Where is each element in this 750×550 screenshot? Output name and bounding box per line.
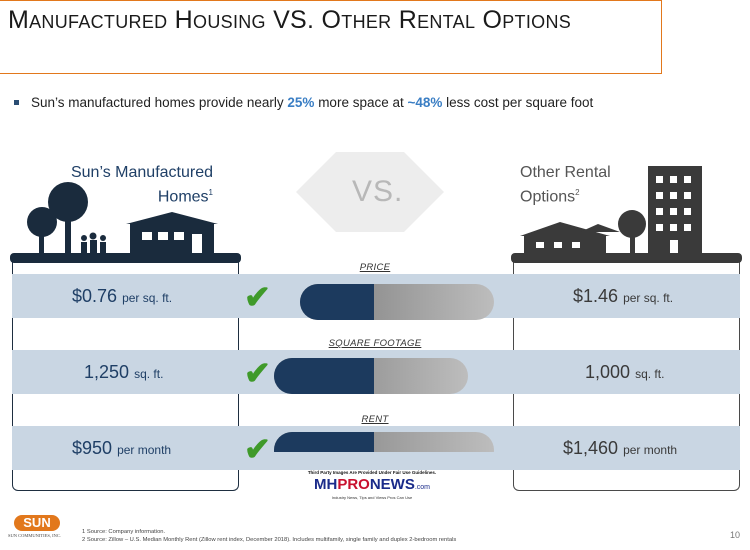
comparison-pills <box>274 284 494 452</box>
rent-comparison-pill <box>274 432 494 452</box>
footnote-1: 1 Source: Company information. <box>82 529 166 535</box>
mhpronews-watermark: Third Party Images Are Provided Under Fa… <box>302 470 442 500</box>
category-label-rent: RENT <box>361 414 389 425</box>
bullet-text-middle: more space at <box>314 95 408 110</box>
check-icon: ✔ <box>244 279 271 315</box>
left-column-label: Sun’s Manufactured Homes1 <box>68 163 213 207</box>
bullet-marker-icon <box>14 100 19 105</box>
page-number: 10 <box>729 530 740 540</box>
left-label-footnote-mark: 1 <box>208 188 213 197</box>
watermark-disclaimer: Third Party Images Are Provided Under Fa… <box>307 470 437 475</box>
left-sqft-value: 1,250 sq. ft. <box>84 362 164 382</box>
right-label-line1: Other Rental <box>520 164 611 181</box>
manufactured-home-illustration-icon <box>27 182 218 256</box>
vs-diamond-icon <box>296 152 444 232</box>
bullet-text-suffix: less cost per square foot <box>442 95 594 110</box>
summary-bullet: Sun’s manufactured homes provide nearly … <box>14 95 593 110</box>
bullet-text-prefix: Sun’s manufactured homes provide nearly <box>31 95 288 110</box>
sun-communities-logo: SUN SUN COMMUNITIES, INC. <box>8 515 76 538</box>
page-title: Manufactured Housing VS. Other Rental Op… <box>8 6 572 34</box>
title-frame <box>0 0 662 74</box>
mhpronews-logo: MHPRONEWS.com <box>313 476 430 493</box>
rental-buildings-illustration-icon <box>520 166 702 256</box>
right-rent-value: $1,460 per month <box>563 438 678 458</box>
sun-logo-subtitle: SUN COMMUNITIES, INC. <box>8 533 62 538</box>
right-label-footnote-mark: 2 <box>575 188 580 197</box>
sqft-comparison-pill <box>274 358 468 394</box>
price-comparison-pill <box>300 284 494 320</box>
bullet-highlight-space: 25% <box>287 95 315 110</box>
right-column-label: Other Rental Options2 <box>520 163 611 207</box>
left-ground-bar <box>10 253 241 263</box>
left-label-line1: Sun’s Manufactured <box>70 164 213 181</box>
category-label-square-footage: SQUARE FOOTAGE <box>328 338 422 349</box>
right-price-value: $1.46 per sq. ft. <box>573 286 674 306</box>
left-label-line2: Homes <box>157 188 209 206</box>
footnotes: 1 Source: Company information. 2 Source:… <box>82 528 456 544</box>
watermark-tagline: Industry News, Tips and Views Pros Can U… <box>331 495 413 500</box>
category-label-price: PRICE <box>359 262 391 273</box>
check-icon: ✔ <box>244 355 271 391</box>
right-ground-bar <box>511 253 742 263</box>
bullet-highlight-cost: ~48% <box>407 95 443 110</box>
right-sqft-value: 1,000 sq. ft. <box>585 362 665 382</box>
vs-label: VS. <box>352 175 404 208</box>
left-price-value: $0.76 per sq. ft. <box>72 286 173 306</box>
left-rent-value: $950 per month <box>72 438 172 458</box>
right-label-line2: Options <box>520 188 576 206</box>
check-icon: ✔ <box>244 431 271 467</box>
sun-logo-mark: SUN <box>14 515 60 531</box>
footnote-2: 2 Source: Zillow – U.S. Median Monthly R… <box>82 537 457 543</box>
